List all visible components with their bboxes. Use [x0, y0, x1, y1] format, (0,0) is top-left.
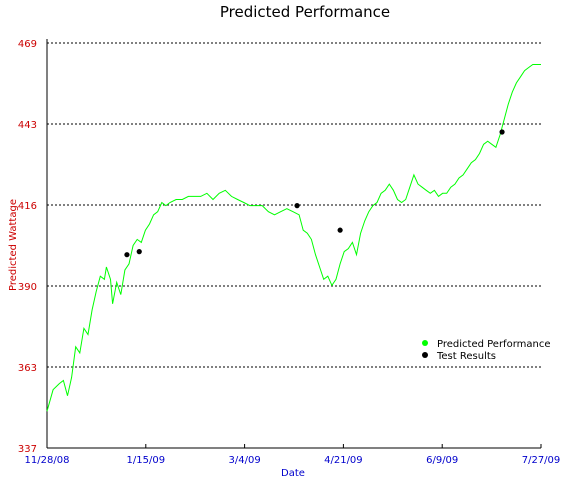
x-tick-label: 4/21/09 — [324, 455, 363, 466]
x-tick-labels: 11/28/08 1/15/09 3/4/09 4/21/09 6/9/09 7/27/0… — [25, 455, 561, 466]
grid-lines — [47, 42, 541, 368]
y-axis-label: Predicted Wattage — [8, 199, 19, 291]
y-tick-labels: 469 443 416 390 363 337 — [18, 39, 37, 455]
y-tick-label: 443 — [18, 120, 37, 131]
legend-marker — [422, 340, 428, 346]
y-tick-label: 416 — [18, 201, 37, 212]
data-point-test-result — [294, 203, 300, 209]
data-point-test-result — [124, 252, 130, 258]
legend-label: Test Results — [436, 351, 496, 362]
series-line-predicted-performance — [46, 64, 541, 412]
chart-title: Predicted Performance — [220, 3, 390, 21]
x-tick-label: 11/28/08 — [25, 455, 70, 466]
y-tick-label: 469 — [18, 39, 37, 50]
x-tick-label: 7/27/09 — [522, 455, 561, 466]
data-point-test-result — [136, 249, 142, 255]
axes — [46, 39, 542, 449]
data-point-test-result — [337, 227, 343, 233]
y-tick-label: 363 — [18, 363, 37, 374]
x-tick-label: 3/4/09 — [229, 455, 261, 466]
y-tick-label: 390 — [18, 282, 37, 293]
data-point-test-result — [499, 129, 505, 135]
legend-marker — [422, 352, 428, 358]
x-tick-label: 6/9/09 — [426, 455, 458, 466]
y-tick-label: 337 — [18, 444, 37, 455]
x-axis-label: Date — [281, 468, 305, 479]
legend-label: Predicted Performance — [437, 339, 551, 350]
x-tick-label: 1/15/09 — [127, 455, 166, 466]
series-layer — [46, 64, 541, 412]
